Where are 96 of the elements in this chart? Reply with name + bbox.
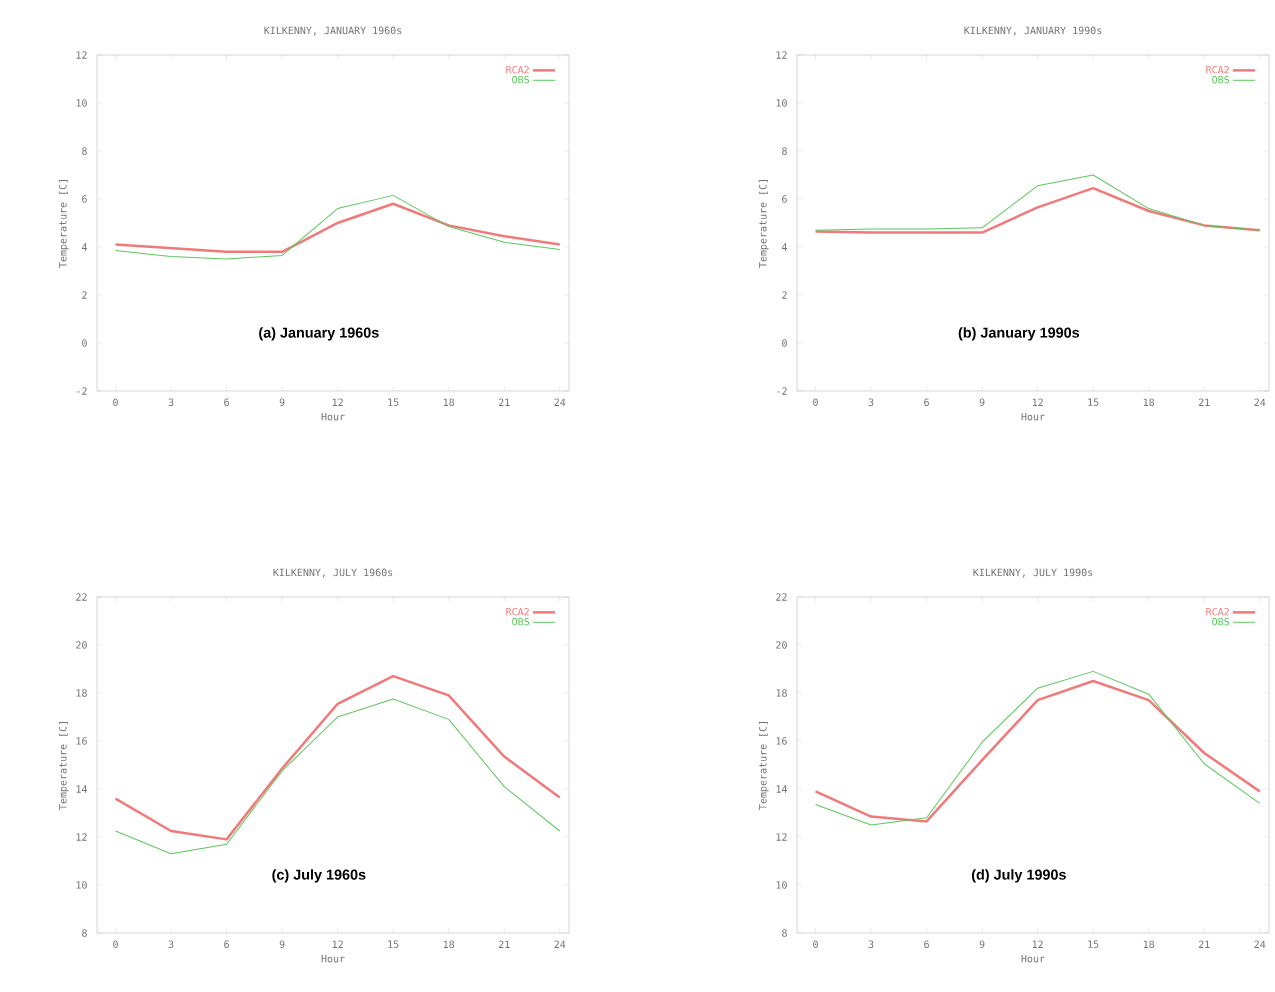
- x-tick-label: 21: [1198, 940, 1210, 948]
- y-tick-label: 18: [76, 689, 87, 697]
- x-tick-label: 12: [332, 398, 343, 406]
- y-tick-label: 2: [782, 291, 787, 299]
- x-tick-label: 0: [113, 398, 118, 407]
- annotation: (b) January 1990s: [958, 327, 1080, 341]
- legend-label: OBS: [512, 75, 530, 84]
- x-tick-label: 3: [868, 940, 874, 949]
- y-tick-label: 10: [776, 881, 787, 889]
- x-tick-label: 6: [924, 940, 929, 949]
- line-series: [815, 174, 1261, 231]
- y-tick-label: 22: [76, 593, 87, 601]
- x-tick-label: 3: [168, 940, 174, 949]
- y-tick-label: 18: [776, 689, 787, 697]
- x-tick-label: 24: [1254, 940, 1266, 948]
- x-tick-label: 15: [1088, 398, 1099, 406]
- x-tick-label: 12: [1032, 398, 1043, 406]
- y-tick-label: 8: [82, 147, 87, 155]
- x-tick-label: 18: [443, 398, 455, 407]
- x-tick-label: 6: [924, 398, 929, 407]
- y-tick-label: 12: [76, 51, 87, 59]
- y-tick-label: 20: [776, 641, 787, 649]
- x-tick-label: 3: [168, 398, 174, 407]
- x-tick-label: 21: [498, 398, 510, 406]
- y-tick-label: 10: [76, 881, 87, 889]
- y-tick-label: 6: [82, 195, 87, 203]
- legend-label: RCA2: [506, 607, 529, 616]
- x-tick-label: 15: [388, 940, 399, 948]
- x-tick-label: 15: [388, 398, 399, 406]
- y-tick-label: 14: [776, 785, 787, 793]
- line-series: [115, 194, 561, 260]
- legend-label: RCA2: [1206, 65, 1229, 74]
- x-tick-label: 21: [498, 940, 510, 948]
- y-tick-label: 16: [776, 737, 787, 745]
- x-axis-title: Hour: [321, 412, 345, 421]
- x-tick-label: 12: [332, 940, 343, 948]
- legend-label: RCA2: [506, 65, 529, 74]
- y-tick-label: -2: [777, 387, 787, 395]
- x-tick-label: 9: [979, 940, 985, 949]
- x-tick-label: 12: [1032, 940, 1043, 948]
- y-tick-label: 16: [76, 737, 87, 745]
- x-tick-label: 9: [979, 398, 985, 407]
- y-tick-label: 10: [776, 99, 787, 107]
- legend-label: OBS: [512, 617, 530, 626]
- annotation: (a) January 1960s: [259, 327, 379, 341]
- y-tick-label: 2: [82, 291, 87, 299]
- y-tick-label: 12: [776, 51, 787, 59]
- x-tick-label: 24: [1254, 398, 1266, 406]
- x-tick-label: 6: [224, 940, 229, 949]
- y-tick-label: 0: [782, 339, 787, 347]
- y-axis-title: Temperature [C]: [58, 180, 69, 268]
- x-axis-title: Hour: [1021, 412, 1045, 421]
- y-tick-label: 8: [82, 929, 87, 937]
- legend-label: OBS: [1212, 617, 1230, 626]
- annotation: (c) July 1960s: [272, 869, 366, 883]
- x-tick-label: 18: [443, 940, 455, 949]
- line-series: [115, 698, 561, 855]
- y-tick-label: 22: [776, 593, 787, 601]
- y-tick-label: -2: [77, 387, 87, 395]
- x-tick-label: 9: [279, 398, 285, 407]
- x-axis-title: Hour: [321, 954, 345, 963]
- x-tick-label: 9: [279, 940, 285, 949]
- x-tick-label: 0: [813, 940, 818, 949]
- y-tick-label: 0: [82, 339, 87, 347]
- y-tick-label: 4: [81, 243, 87, 251]
- line-series: [114, 674, 561, 841]
- y-tick-label: 8: [782, 147, 787, 155]
- y-tick-label: 8: [782, 929, 787, 937]
- legend-label: RCA2: [1206, 607, 1229, 616]
- y-tick-label: 12: [76, 833, 87, 841]
- legend-label: OBS: [1212, 75, 1230, 84]
- x-axis-title: Hour: [1021, 954, 1045, 963]
- chart-title: KILKENNY, JULY 1990s: [973, 568, 1093, 578]
- y-tick-label: 12: [776, 833, 787, 841]
- y-axis-title: Temperature [C]: [58, 722, 69, 810]
- chart-title: KILKENNY, JULY 1960s: [273, 568, 393, 578]
- x-tick-label: 21: [1198, 398, 1210, 406]
- x-tick-label: 15: [1088, 940, 1099, 948]
- x-tick-label: 18: [1143, 940, 1155, 949]
- x-tick-label: 24: [554, 940, 566, 948]
- y-tick-label: 6: [782, 195, 787, 203]
- x-tick-label: 6: [224, 398, 229, 407]
- x-tick-label: 0: [113, 940, 118, 949]
- y-axis-title: Temperature [C]: [758, 722, 769, 810]
- y-tick-label: 4: [781, 243, 787, 251]
- chart-title: KILKENNY, JANUARY 1960s: [264, 26, 402, 36]
- x-tick-label: 18: [1143, 398, 1155, 407]
- y-tick-label: 10: [76, 99, 87, 107]
- y-axis-title: Temperature [C]: [758, 180, 769, 268]
- x-tick-label: 24: [554, 398, 566, 406]
- y-tick-label: 20: [76, 641, 87, 649]
- y-tick-label: 14: [76, 785, 87, 793]
- x-tick-label: 3: [868, 398, 874, 407]
- x-tick-label: 0: [813, 398, 818, 407]
- chart-title: KILKENNY, JANUARY 1990s: [964, 26, 1102, 36]
- annotation: (d) July 1990s: [971, 869, 1066, 883]
